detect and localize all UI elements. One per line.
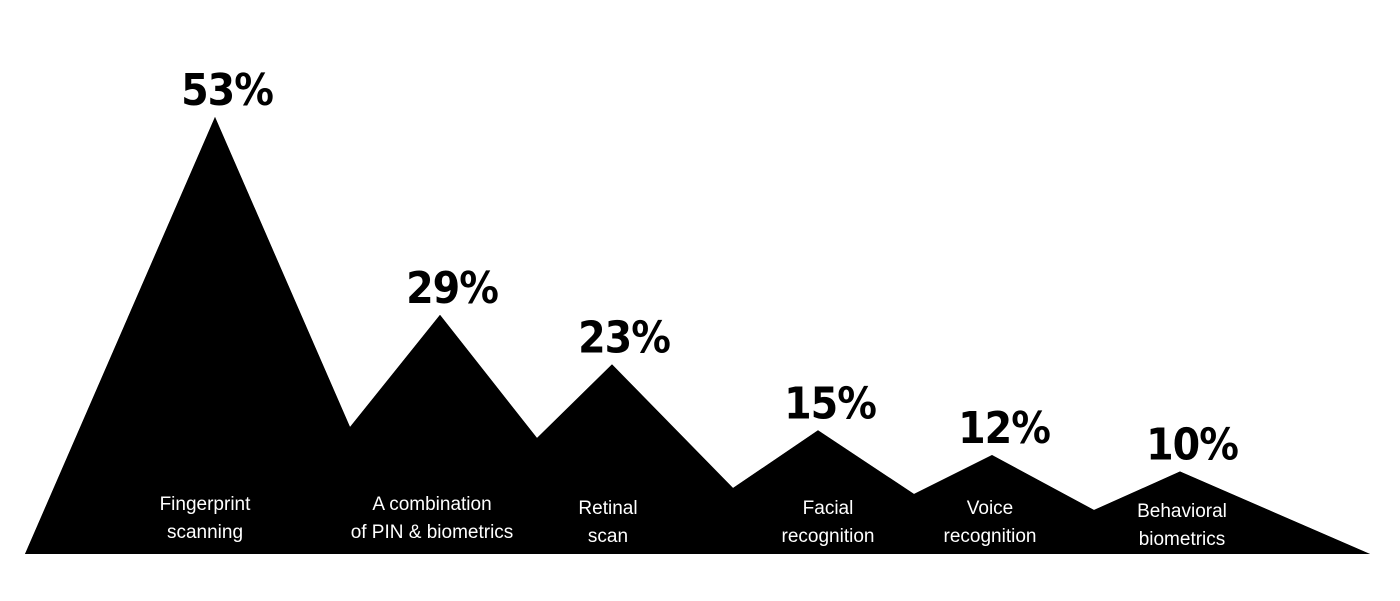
peak-1 xyxy=(25,117,350,554)
peak-4 xyxy=(733,430,914,554)
category-label-line: A combination xyxy=(372,494,491,515)
category-label-line: Facial xyxy=(803,498,854,519)
peaks-layer xyxy=(25,117,1370,554)
value-label-3: 23% xyxy=(578,312,670,363)
category-label-line: Fingerprint xyxy=(160,494,252,515)
category-label-line: Behavioral xyxy=(1137,501,1227,522)
peak-2 xyxy=(350,314,537,554)
peak-5 xyxy=(914,455,1094,554)
category-label-5: Voice recognition xyxy=(944,498,1037,547)
category-label-line: biometrics xyxy=(1139,529,1226,550)
category-label-line: scan xyxy=(588,526,628,547)
category-label-6: Behavioral biometrics xyxy=(1137,501,1227,550)
category-label-line: recognition xyxy=(944,526,1037,547)
peak-6 xyxy=(1094,471,1370,554)
value-label-1: 53% xyxy=(181,65,273,116)
category-label-1: Fingerprint scanning xyxy=(160,494,252,543)
category-label-line: Retinal xyxy=(578,498,637,519)
category-label-line: scanning xyxy=(167,522,243,543)
category-label-line: recognition xyxy=(782,526,875,547)
category-label-4: Facial recognition xyxy=(782,498,875,547)
category-label-line: of PIN & biometrics xyxy=(351,522,514,543)
category-label-2: A combination of PIN & biometrics xyxy=(351,494,514,543)
labels-layer: 53% 29% 23% 15% 12% 10% Fingerprint scanning A c… xyxy=(160,65,1240,550)
value-label-4: 15% xyxy=(784,378,876,429)
category-label-3: Retinal scan xyxy=(578,498,637,547)
value-label-2: 29% xyxy=(406,263,498,314)
value-label-6: 10% xyxy=(1146,420,1238,471)
value-label-5: 12% xyxy=(958,403,1050,454)
category-label-line: Voice xyxy=(967,498,1013,519)
peak-3 xyxy=(537,364,733,554)
